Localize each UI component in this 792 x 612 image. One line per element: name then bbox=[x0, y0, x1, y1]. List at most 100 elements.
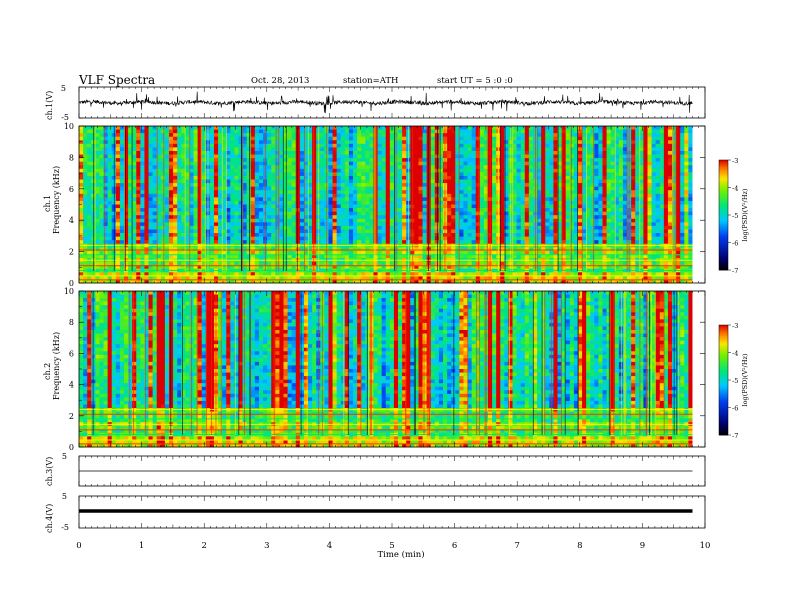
spec1-cell bbox=[598, 190, 603, 195]
spec1-cell bbox=[402, 233, 407, 238]
spec1-cell bbox=[185, 183, 190, 188]
spec1-cell bbox=[267, 193, 272, 198]
spec1-cell bbox=[164, 136, 170, 141]
spec1-cell bbox=[467, 186, 473, 191]
spec1-cell bbox=[414, 215, 419, 220]
spec1-cell bbox=[193, 193, 199, 198]
spec1-cell bbox=[365, 222, 370, 227]
spec1-cell bbox=[144, 190, 149, 195]
spec1-cell bbox=[234, 183, 239, 188]
spec1-cell bbox=[688, 129, 693, 134]
spec1-cell bbox=[177, 222, 182, 227]
spec1-cell bbox=[83, 183, 88, 188]
spec1-cell bbox=[258, 200, 264, 205]
spec1-cell bbox=[389, 222, 395, 227]
spec1-cell bbox=[353, 168, 358, 173]
spec1-cell bbox=[483, 197, 489, 202]
spec1-cell bbox=[185, 133, 190, 138]
spec1-cell bbox=[631, 133, 636, 138]
spec1-cell bbox=[344, 158, 350, 163]
spec1-cell bbox=[295, 143, 301, 148]
spec1-cell bbox=[667, 168, 673, 173]
spec1-cell bbox=[283, 183, 288, 188]
spec1-cell bbox=[103, 204, 109, 209]
spec1-cell bbox=[659, 179, 665, 184]
spec1-cell bbox=[99, 179, 104, 184]
spec1-cell bbox=[598, 218, 603, 223]
spec1-cell bbox=[254, 204, 260, 209]
spec1-cell bbox=[99, 211, 104, 216]
spec1-cell bbox=[422, 126, 428, 130]
spec1-cell bbox=[242, 186, 248, 191]
spec1-cell bbox=[451, 204, 456, 209]
spec1-cell bbox=[328, 165, 333, 170]
spec1-cell bbox=[148, 233, 154, 238]
spec1-cell bbox=[541, 126, 546, 130]
spec1-cell bbox=[647, 161, 652, 166]
spec1-cell bbox=[136, 147, 141, 152]
spec1-cell bbox=[651, 147, 657, 152]
spec1-cell bbox=[213, 229, 219, 234]
spec1-cell bbox=[618, 204, 624, 209]
spec1-cell bbox=[332, 215, 338, 220]
spec1-cell bbox=[467, 222, 473, 227]
spec1-cell bbox=[492, 126, 497, 130]
spec1-cell bbox=[144, 140, 149, 145]
spec1-cell bbox=[586, 168, 591, 173]
spec1-cell bbox=[156, 172, 162, 177]
spec1-cell bbox=[463, 172, 468, 177]
spec1-cell bbox=[389, 161, 395, 166]
spec1-cell bbox=[622, 136, 628, 141]
spec1-cell bbox=[128, 140, 133, 145]
spec1-cell bbox=[500, 204, 505, 209]
spec1-cell bbox=[222, 215, 227, 220]
spec1-cell bbox=[164, 190, 170, 195]
spec1-cell bbox=[173, 179, 178, 184]
spec1-cell bbox=[492, 190, 497, 195]
spec1-cell bbox=[504, 218, 509, 223]
spec1-cell bbox=[209, 165, 215, 170]
spec1-cell bbox=[209, 140, 215, 145]
spec1-cell bbox=[414, 186, 419, 191]
spec1-cell bbox=[132, 158, 137, 163]
spec1-cell bbox=[291, 190, 297, 195]
spec1-cell bbox=[483, 165, 489, 170]
spec1-cell bbox=[128, 190, 133, 195]
spec1-cell bbox=[213, 222, 219, 227]
spec1-cell bbox=[647, 168, 652, 173]
spec1-cell bbox=[181, 154, 186, 159]
spec1-cell bbox=[512, 222, 518, 227]
spec1-cell bbox=[213, 133, 219, 138]
spec1-cell bbox=[602, 197, 607, 202]
spec1-cell bbox=[434, 175, 440, 180]
spec1-cell bbox=[622, 233, 628, 238]
spec1-cell bbox=[541, 215, 546, 220]
spec1-cell bbox=[299, 165, 305, 170]
spec1-cell bbox=[128, 218, 133, 223]
spec1-cell bbox=[95, 161, 100, 166]
spec1-cell bbox=[332, 179, 338, 184]
spec1-cell bbox=[119, 218, 125, 223]
spec1-cell bbox=[447, 200, 452, 205]
spec1-cell bbox=[340, 154, 346, 159]
spec1-cell bbox=[226, 154, 231, 159]
spec1-cell bbox=[156, 200, 162, 205]
spec1-cell bbox=[541, 183, 546, 188]
spec1-cell bbox=[99, 140, 104, 145]
spec1-cell bbox=[479, 150, 485, 155]
spec1-cell bbox=[107, 190, 113, 195]
spec1-cell bbox=[258, 133, 264, 138]
spec1-cell bbox=[520, 233, 526, 238]
spec1-cell bbox=[234, 126, 239, 130]
spec1-cell bbox=[577, 147, 583, 152]
spec1-cell bbox=[361, 200, 366, 205]
spec1-cell bbox=[181, 225, 186, 230]
spec1-cell bbox=[455, 158, 460, 163]
spec1-cell bbox=[471, 208, 477, 213]
spec1-cell bbox=[238, 161, 243, 166]
spec1-cell bbox=[344, 126, 350, 130]
spec1-cell bbox=[565, 215, 571, 220]
spec1-cell bbox=[115, 150, 121, 155]
spec1-cell bbox=[361, 143, 366, 148]
spec1-cell bbox=[144, 175, 149, 180]
